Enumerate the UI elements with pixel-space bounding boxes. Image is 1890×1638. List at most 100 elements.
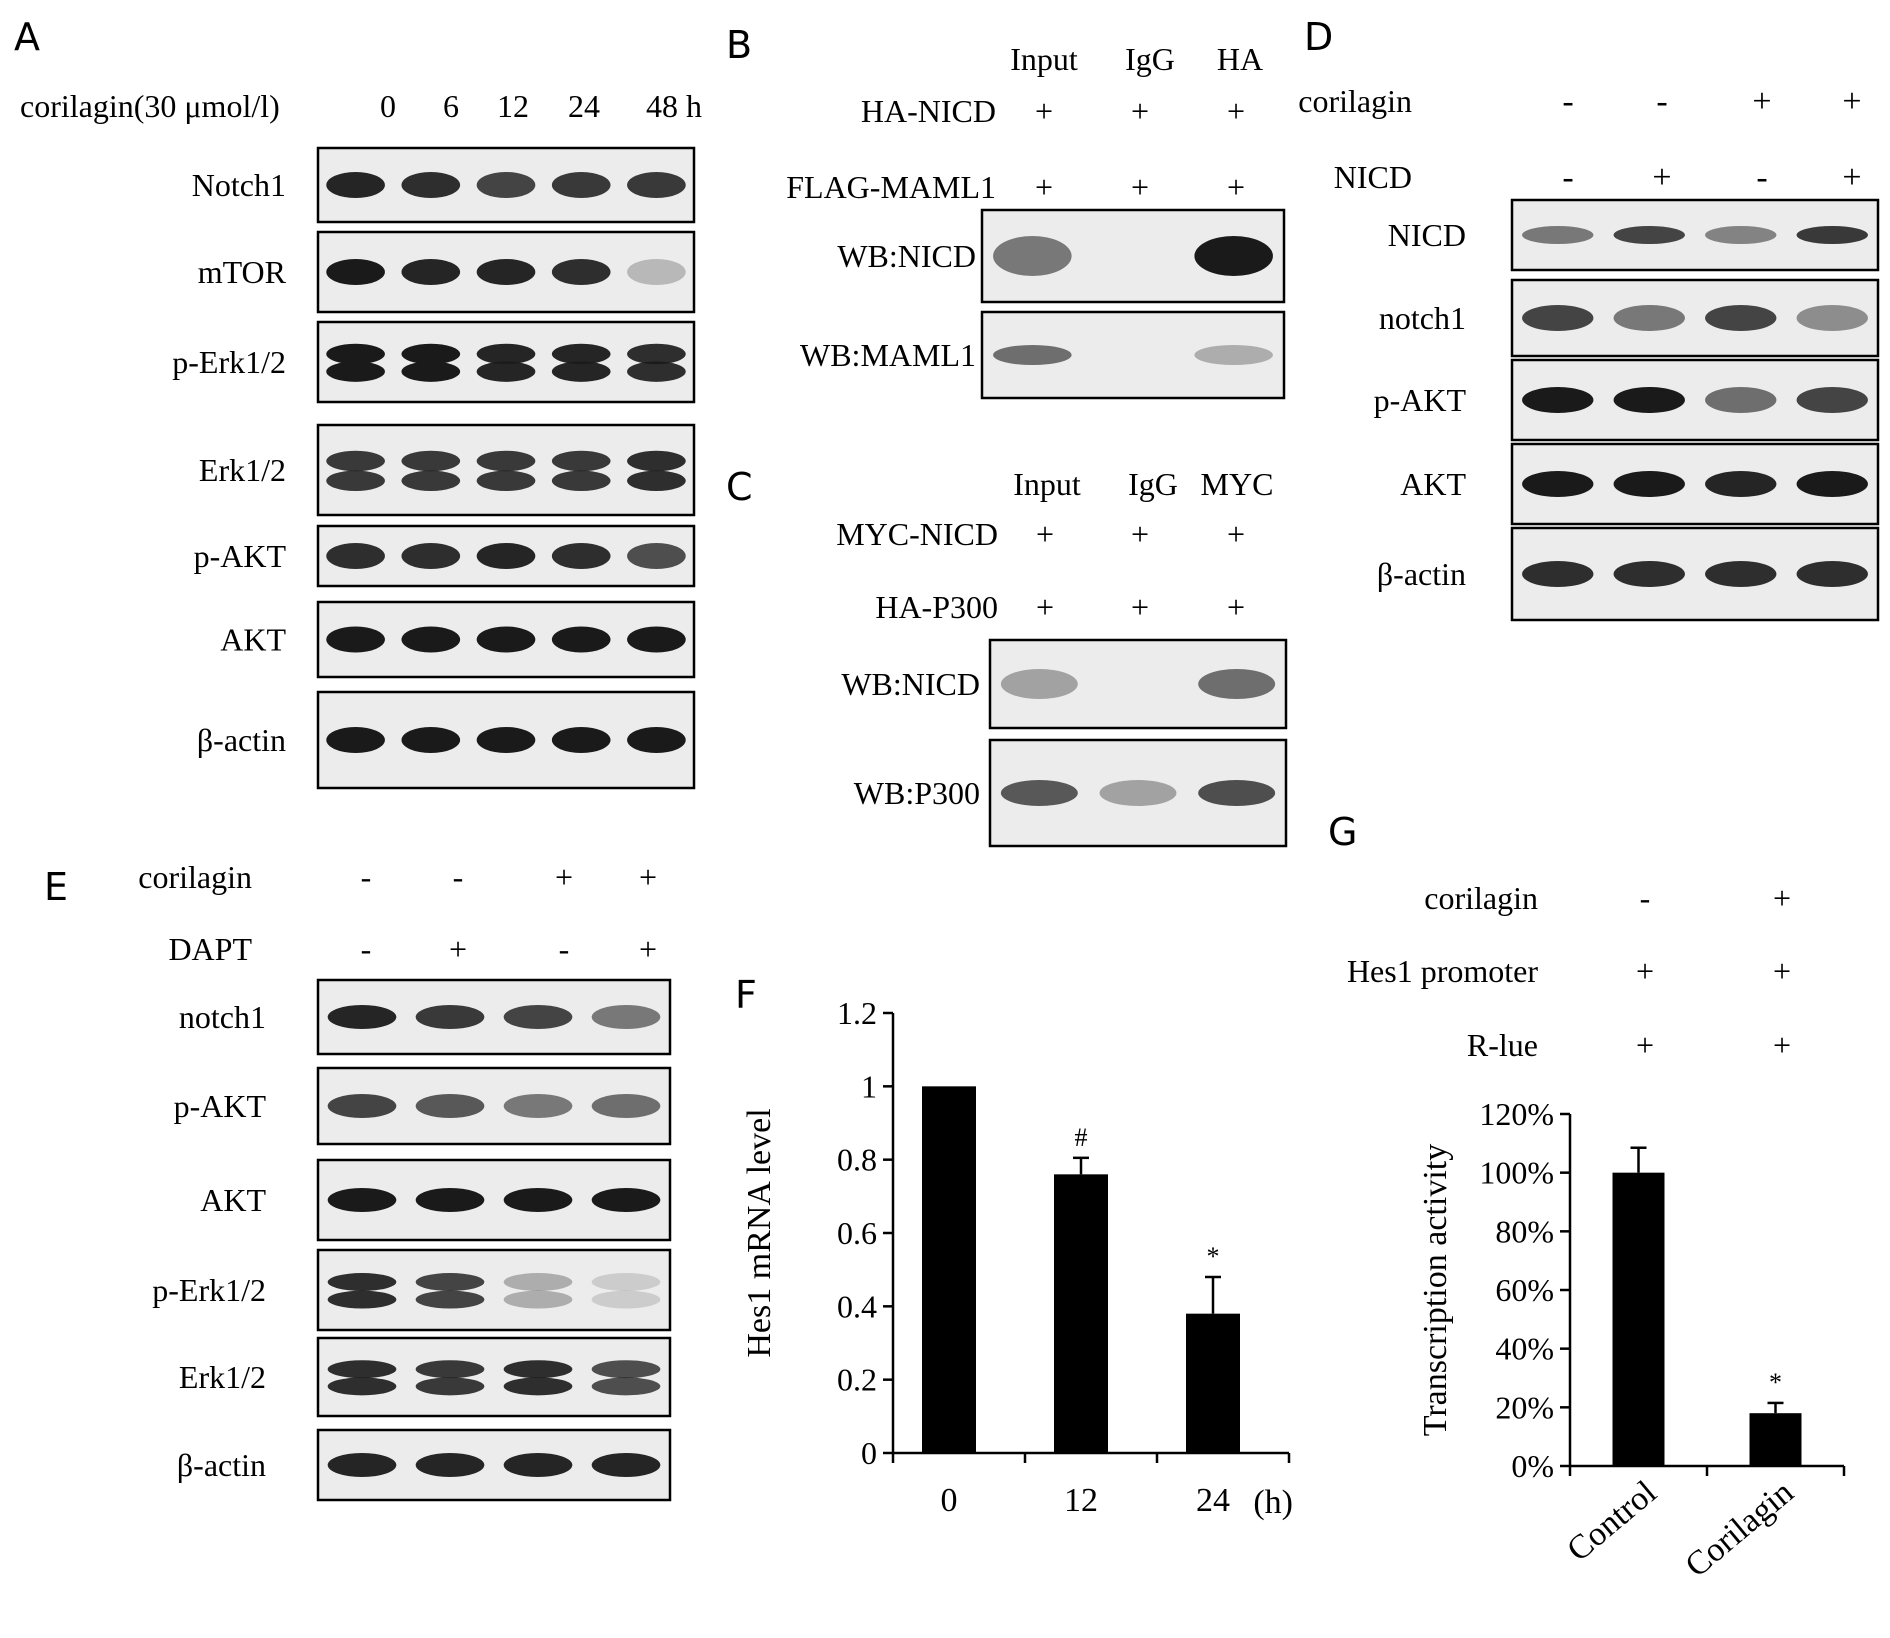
x-tick-label: Control — [1560, 1474, 1663, 1569]
condition-sign: + — [639, 931, 657, 967]
band-lower — [591, 1377, 661, 1396]
band — [1099, 780, 1177, 806]
band — [476, 259, 536, 285]
band-upper — [476, 450, 536, 472]
panel-b-letter: B — [726, 23, 752, 67]
condition-sign: + — [1842, 83, 1861, 120]
y-tick-label: 120% — [1479, 1096, 1554, 1132]
condition-label: HA-NICD — [861, 93, 996, 129]
condition-sign: + — [1131, 169, 1149, 205]
band — [993, 345, 1072, 365]
band — [503, 1005, 573, 1029]
column-label: IgG — [1125, 41, 1175, 77]
blot-label: mTOR — [198, 254, 287, 290]
bar — [922, 1086, 976, 1453]
band — [1796, 561, 1868, 587]
lane-label: 12 — [497, 88, 529, 124]
panel-d: D corilagin - - + + NICD - + - + NICD notch1 p-AKT A… — [1298, 15, 1880, 622]
condition-sign: - — [1656, 83, 1667, 120]
x-tick-label: 12 — [1064, 1482, 1098, 1519]
blot-label: Erk1/2 — [199, 452, 286, 488]
band — [1194, 236, 1273, 276]
band-upper — [591, 1273, 661, 1291]
condition-sign: + — [1036, 589, 1054, 625]
condition-label: DAPT — [168, 931, 252, 967]
column-label: MYC — [1201, 466, 1274, 502]
panel-d-letter: D — [1304, 15, 1333, 59]
blot-label: p-AKT — [1374, 382, 1467, 418]
condition-label: MYC-NICD — [836, 516, 998, 552]
band — [1522, 561, 1594, 587]
band-lower — [401, 361, 461, 382]
condition-sign: + — [1636, 953, 1654, 989]
band-upper — [627, 450, 686, 472]
band-upper — [551, 343, 611, 365]
condition-label: R-lue — [1467, 1027, 1538, 1063]
condition-sign: + — [1131, 516, 1149, 552]
band — [327, 1188, 397, 1212]
column-label: Input — [1013, 466, 1081, 502]
condition-label: Hes1 promoter — [1347, 953, 1538, 989]
band-upper — [415, 1360, 485, 1379]
y-axis-label: Transcription activity — [1417, 1144, 1454, 1436]
panel-b: B Input IgG HA HA-NICD + + + FLAG-MAML1 + + + W… — [726, 23, 1286, 400]
band — [327, 1453, 397, 1477]
band-upper — [326, 343, 385, 365]
condition-label: FLAG-MAML1 — [786, 169, 996, 205]
band — [503, 1453, 573, 1477]
condition-sign: + — [1773, 953, 1791, 989]
panel-d-blots: NICD notch1 p-AKT AKT β-actin — [1374, 198, 1880, 622]
band-upper — [415, 1273, 485, 1291]
condition-label: HA-P300 — [875, 589, 998, 625]
blot-label: Notch1 — [192, 167, 286, 203]
condition-sign: + — [1035, 93, 1053, 129]
significance-marker: * — [1207, 1242, 1220, 1271]
lane-label: 6 — [443, 88, 459, 124]
x-tick-label: 0 — [941, 1482, 958, 1519]
band-upper — [476, 343, 536, 365]
band — [1613, 387, 1685, 413]
condition-sign: + — [1227, 93, 1245, 129]
condition-sign: + — [1131, 93, 1149, 129]
condition-sign: + — [1131, 589, 1149, 625]
blot-label: p-Erk1/2 — [152, 1272, 266, 1308]
blot-label: WB:P300 — [854, 775, 980, 811]
condition-sign: - — [559, 931, 570, 967]
band — [1522, 226, 1594, 244]
condition-sign: + — [1227, 516, 1245, 552]
panel-a-treatment-label: corilagin(30 μmol/l) — [20, 88, 280, 124]
band-lower — [627, 470, 686, 492]
band-upper — [326, 450, 385, 472]
band — [476, 172, 536, 198]
y-tick-label: 0.6 — [837, 1215, 877, 1251]
x-unit-label: (h) — [1253, 1484, 1293, 1521]
panel-a-lane-labels: 0 6 12 24 48 h — [380, 88, 702, 124]
lane-label: 48 h — [646, 88, 702, 124]
condition-sign: - — [453, 859, 464, 895]
band — [1522, 387, 1594, 413]
bar — [1054, 1174, 1108, 1453]
band — [1705, 471, 1777, 497]
blot-label: WB:MAML1 — [800, 337, 976, 373]
significance-marker: * — [1769, 1368, 1782, 1397]
band — [415, 1005, 485, 1029]
blot-label: p-AKT — [194, 538, 287, 574]
panel-c-blots: WB:NICD WB:P300 — [841, 638, 1288, 848]
band — [1522, 471, 1594, 497]
bar — [1749, 1413, 1802, 1466]
panel-g-chart: 0% 20% 40% 60% 80% 100% 120% Control * Corilagin T… — [1417, 1096, 1846, 1585]
band — [503, 1188, 573, 1212]
condition-sign: + — [1773, 880, 1791, 916]
condition-sign: - — [361, 859, 372, 895]
band — [591, 1005, 661, 1029]
band — [591, 1453, 661, 1477]
condition-label: corilagin — [1298, 83, 1412, 119]
band — [627, 259, 686, 285]
condition-sign: + — [1636, 1027, 1654, 1063]
condition-sign: - — [361, 931, 372, 967]
band — [1000, 669, 1078, 699]
panel-a-blots: Notch1 mTOR p-Erk1/2 Erk1/2 p-AKT AKT β-actin — [172, 146, 696, 790]
band — [326, 626, 385, 653]
blot-label: AKT — [200, 1182, 266, 1218]
band — [476, 727, 536, 753]
